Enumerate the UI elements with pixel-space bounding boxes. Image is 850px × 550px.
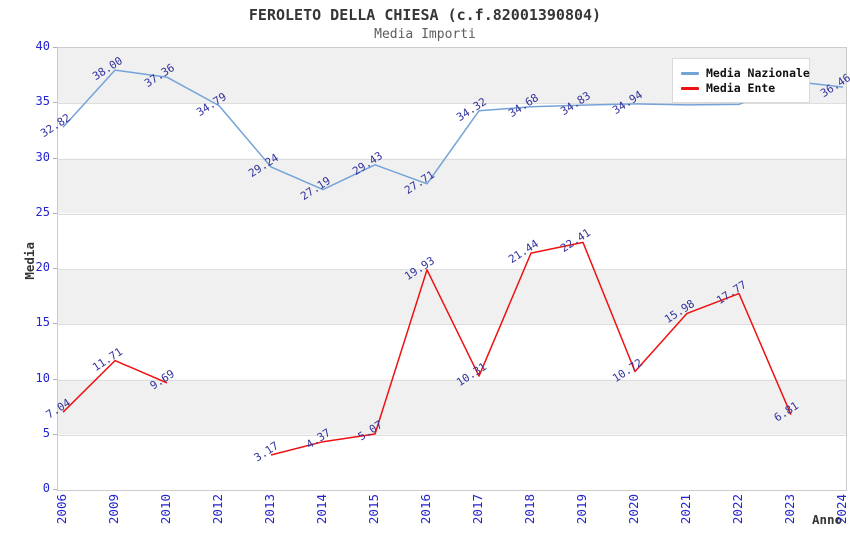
gridline: [58, 103, 846, 105]
legend-label: Media Nazionale: [706, 66, 810, 80]
y-tick-label: 35: [35, 94, 50, 109]
x-tick-label: 2024: [834, 494, 849, 525]
y-tick-label: 0: [42, 481, 50, 495]
y-tick-mark: [53, 212, 57, 214]
gridline: [58, 213, 846, 215]
y-tick-mark: [53, 323, 57, 325]
series-line-media-nazionale: [62, 69, 844, 191]
x-tick-label: 2010: [158, 494, 173, 525]
y-tick-label: 30: [35, 149, 50, 164]
y-tick-label: 20: [35, 260, 50, 274]
x-tick-label: 2009: [106, 494, 121, 525]
y-tick-mark: [53, 489, 57, 490]
series-line-media-ente: [270, 241, 792, 456]
y-tick-label: 25: [35, 204, 50, 219]
gridline: [58, 158, 846, 160]
gridline: [58, 379, 846, 381]
y-tick-mark: [53, 433, 57, 435]
chart-subtitle: Media Importi: [374, 27, 476, 42]
legend-item: Media Ente: [681, 81, 801, 95]
x-tick-label: 2019: [574, 494, 589, 525]
y-tick-label: 15: [35, 315, 50, 330]
x-axis-title: Anno: [812, 512, 843, 527]
gridline: [58, 269, 846, 270]
x-tick-label: 2012: [210, 494, 225, 525]
x-tick-label: 2020: [626, 494, 641, 525]
x-tick-label: 2013: [262, 494, 277, 525]
legend: Media Nazionale Media Ente: [672, 58, 810, 103]
x-tick-label: 2015: [366, 494, 381, 525]
x-tick-label: 2018: [522, 494, 537, 525]
y-tick-mark: [53, 102, 57, 104]
chart-title: FEROLETO DELLA CHIESA (c.f.82001390804): [248, 6, 602, 24]
x-tick-label: 2017: [470, 494, 485, 525]
legend-line-swatch-icon: [681, 86, 699, 90]
plot-area: 32.82 38.00 37.36 34.79 29.24 27.19 29.43 27.71…: [38, 47, 850, 491]
y-tick-mark: [53, 47, 57, 48]
y-tick-label: 10: [35, 370, 50, 385]
y-tick-mark: [53, 268, 57, 269]
x-tick-label: 2021: [678, 494, 693, 525]
legend-line-swatch-icon: [681, 71, 699, 75]
legend-label: Media Ente: [706, 81, 776, 95]
legend-item: Media Nazionale: [681, 66, 810, 80]
y-tick-mark: [53, 378, 57, 380]
y-tick-label: 5: [42, 425, 50, 440]
gridline: [58, 434, 846, 436]
y-tick-mark: [53, 157, 57, 159]
x-tick-label: 2016: [418, 494, 433, 525]
series-line-media-ente: [62, 359, 168, 413]
x-tick-label: 2022: [730, 494, 745, 525]
x-tick-label: 2023: [782, 494, 797, 525]
gridline: [58, 324, 846, 326]
y-tick-label: 40: [35, 39, 50, 53]
x-tick-label: 2006: [54, 494, 69, 525]
x-tick-label: 2014: [314, 494, 329, 525]
